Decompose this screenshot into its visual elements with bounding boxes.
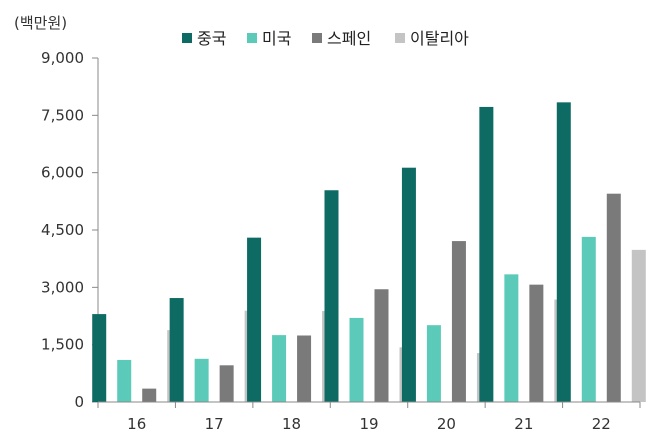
bars xyxy=(92,102,646,403)
y-axis: 0 1,500 3,000 4,500 6,000 7,500 9,000 xyxy=(41,49,99,411)
bar-16-스페인 xyxy=(142,388,157,402)
x-axis: 16 17 18 19 20 21 22 xyxy=(97,401,641,433)
x-tick-label: 18 xyxy=(282,415,301,433)
y-tick-label: 3,000 xyxy=(41,278,84,296)
bar-18-스페인 xyxy=(297,335,312,402)
y-tick-label: 9,000 xyxy=(41,49,84,67)
bar-18-중국 xyxy=(247,237,262,402)
bar-19-중국 xyxy=(324,190,339,402)
bar-19-미국 xyxy=(349,317,364,402)
bar-17-중국 xyxy=(169,298,184,402)
bar-22-이탈리아 xyxy=(631,249,646,402)
y-tick-label: 1,500 xyxy=(41,336,84,354)
bar-17-스페인 xyxy=(219,365,234,402)
bar-21-미국 xyxy=(504,274,519,402)
x-tick-label: 20 xyxy=(437,415,456,433)
bar-22-스페인 xyxy=(606,193,621,402)
bar-20-미국 xyxy=(426,325,441,402)
y-axis-unit-label: (백만원) xyxy=(14,14,67,32)
bar-16-중국 xyxy=(92,314,107,402)
bar-21-스페인 xyxy=(529,284,544,402)
x-tick-label: 17 xyxy=(205,415,224,433)
bar-17-미국 xyxy=(194,358,209,402)
y-tick-label: 0 xyxy=(74,393,84,411)
bar-20-중국 xyxy=(401,167,416,402)
legend-swatch xyxy=(395,33,405,43)
legend-swatch xyxy=(182,33,192,43)
x-tick-label: 19 xyxy=(359,415,378,433)
bar-22-미국 xyxy=(581,236,596,402)
bar-16-미국 xyxy=(117,359,132,402)
bar-20-스페인 xyxy=(451,241,466,402)
y-tick-label: 7,500 xyxy=(41,106,84,124)
x-tick-label: 22 xyxy=(592,415,611,433)
legend-label: 중국 xyxy=(197,29,226,48)
legend-swatch xyxy=(247,33,257,43)
bar-22-중국 xyxy=(556,102,571,403)
bar-19-스페인 xyxy=(374,289,389,402)
y-tick-label: 4,500 xyxy=(41,221,84,239)
legend-label: 이탈리아 xyxy=(410,29,469,48)
legend: 중국 미국 스페인 이탈리아 xyxy=(182,29,469,48)
legend-label: 미국 xyxy=(262,29,291,48)
legend-label: 스페인 xyxy=(327,29,371,48)
x-tick-label: 16 xyxy=(127,415,146,433)
bar-21-중국 xyxy=(479,106,494,403)
y-tick-label: 6,000 xyxy=(41,164,84,182)
legend-swatch xyxy=(312,33,322,43)
bar-18-미국 xyxy=(272,335,287,402)
x-tick-label: 21 xyxy=(514,415,533,433)
